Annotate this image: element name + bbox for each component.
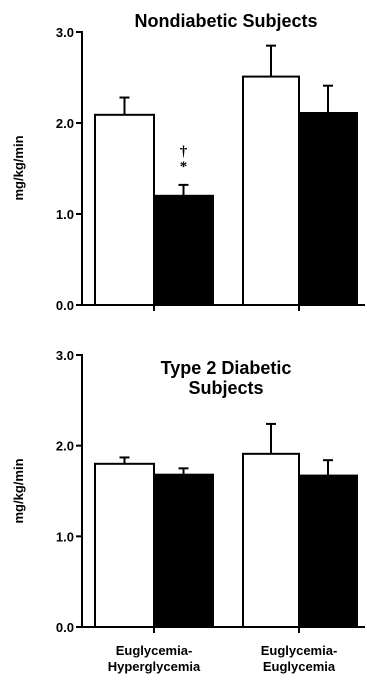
bar xyxy=(298,474,358,628)
chart-title: Type 2 Diabetic xyxy=(161,358,292,378)
chart-title: Nondiabetic Subjects xyxy=(134,11,317,31)
y-tick-label: 1.0 xyxy=(56,207,74,222)
x-category-label: Hyperglycemia xyxy=(108,659,201,674)
y-tick-label: 1.0 xyxy=(56,529,74,544)
bar xyxy=(242,452,300,628)
bar xyxy=(94,462,155,628)
bar xyxy=(298,111,358,306)
bar xyxy=(153,473,214,628)
significance-marker: † xyxy=(180,144,188,160)
bar xyxy=(153,194,214,306)
y-axis-label: mg/kg/min xyxy=(11,458,26,523)
x-category-label: Euglycemia- xyxy=(261,643,338,658)
bar xyxy=(242,75,300,306)
y-tick-label: 0.0 xyxy=(56,298,74,313)
y-tick-label: 0.0 xyxy=(56,620,74,635)
y-tick-label: 2.0 xyxy=(56,439,74,454)
x-category-label: Euglycemia- xyxy=(116,643,193,658)
y-tick-label: 3.0 xyxy=(56,348,74,363)
bar xyxy=(94,113,155,306)
y-tick-label: 3.0 xyxy=(56,25,74,40)
chart-title: Subjects xyxy=(188,378,263,398)
y-tick-label: 2.0 xyxy=(56,116,74,131)
significance-marker: * xyxy=(180,159,188,175)
y-axis-label: mg/kg/min xyxy=(11,135,26,200)
x-category-label: Euglycemia xyxy=(263,659,336,674)
